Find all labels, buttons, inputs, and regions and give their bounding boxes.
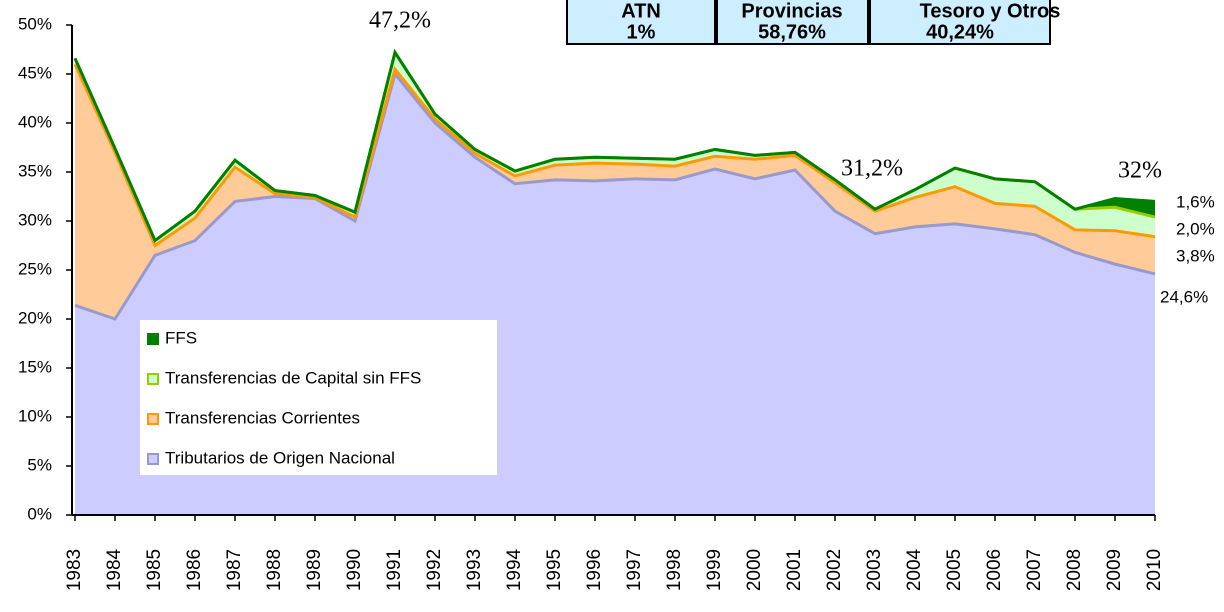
x-tick-label: 1993 — [464, 549, 485, 591]
box — [716, 0, 869, 45]
legend-swatch — [147, 373, 159, 385]
legend-label: FFS — [165, 328, 197, 347]
x-tick-label: 2002 — [824, 549, 845, 591]
x-tick-label: 2008 — [1064, 549, 1085, 591]
annotation: 32% — [1118, 158, 1162, 184]
annotation: 31,2% — [841, 156, 903, 182]
x-tick-label: 2005 — [944, 549, 965, 591]
y-tick-label: 15% — [18, 357, 52, 376]
legend-swatch — [147, 453, 159, 465]
x-tick-label: 2010 — [1144, 549, 1165, 591]
legend-swatch — [147, 333, 159, 345]
box — [869, 0, 1051, 45]
box-title: Tesoro y Otros — [920, 0, 1061, 22]
x-tick-label: 1999 — [704, 549, 725, 591]
y-tick-label: 35% — [18, 161, 52, 180]
y-tick-label: 30% — [18, 210, 52, 229]
legend-label: Transferencias de Capital sin FFS — [165, 368, 421, 387]
area-line — [73, 48, 1156, 243]
annotation: 1,6% — [1176, 192, 1215, 211]
x-tick-label: 1992 — [424, 549, 445, 591]
y-tick-label: 20% — [18, 308, 52, 327]
box-value: 40,24% — [926, 21, 994, 43]
legend-swatch — [147, 413, 159, 425]
y-tick-label: 40% — [18, 112, 52, 131]
area-line — [73, 63, 1156, 248]
x-tick-label: 1989 — [304, 549, 325, 591]
legend-label: Tributarios de Origen Nacional — [165, 448, 395, 467]
x-tick-label: 1991 — [384, 549, 405, 591]
x-tick-label: 1986 — [184, 549, 205, 591]
x-tick-label: 1996 — [584, 549, 605, 591]
x-tick-label: 2007 — [1024, 549, 1045, 591]
x-tick-label: 2009 — [1104, 549, 1125, 591]
annotation: 2,0% — [1176, 219, 1215, 238]
area-line — [74, 70, 1156, 321]
x-tick-label: 2001 — [784, 549, 805, 591]
x-tick-label: 1998 — [664, 549, 685, 591]
y-tick-label: 45% — [18, 63, 52, 82]
x-tick-label: 2003 — [864, 549, 885, 591]
legend: FFS Transferencias de Capital sin FFS Tran… — [140, 320, 497, 475]
box — [566, 0, 716, 45]
y-tick-label: 10% — [18, 406, 52, 425]
y-tick-label: 0% — [27, 504, 52, 523]
box-value: 58,76% — [758, 21, 826, 43]
x-tick-label: 1994 — [504, 548, 525, 591]
box-title: Provincias — [741, 0, 842, 22]
x-tick-label: 1997 — [624, 549, 645, 591]
x-tick-label: 2000 — [744, 549, 765, 591]
x-tick-label: 1984 — [104, 548, 125, 591]
x-tick-label: 1990 — [344, 549, 365, 591]
annotation: 47,2% — [369, 8, 431, 34]
annotation: 3,8% — [1176, 246, 1215, 265]
x-tick-label: 2004 — [904, 548, 925, 591]
x-tick-label: 1987 — [224, 549, 245, 591]
annotation: 24,6% — [1160, 287, 1208, 306]
x-tick-label: 1995 — [544, 549, 565, 591]
legend-box — [140, 320, 497, 475]
box-title: ATN — [621, 0, 661, 22]
x-tick-label: 1985 — [144, 549, 165, 591]
y-tick-label: 50% — [18, 14, 52, 33]
y-tick-label: 5% — [27, 455, 52, 474]
x-tick-label: 2006 — [984, 549, 1005, 591]
x-tick-label: 1983 — [64, 549, 85, 591]
legend-label: Transferencias Corrientes — [165, 408, 360, 427]
y-tick-label: 25% — [18, 259, 52, 278]
box-value: 1% — [627, 21, 656, 43]
x-tick-label: 1988 — [264, 549, 285, 591]
